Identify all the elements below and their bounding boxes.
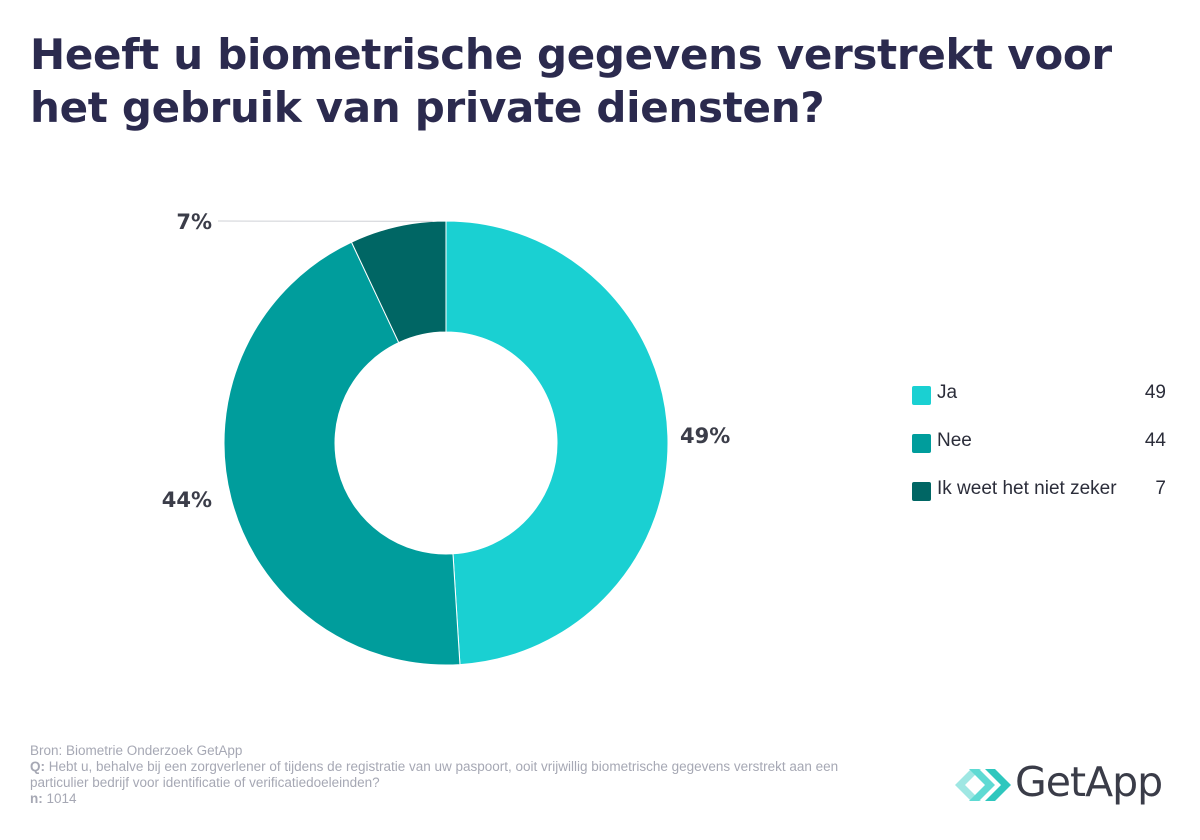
legend-swatch: [912, 434, 931, 453]
question-note: Q: Hebt u, behalve bij een zorgverlener …: [30, 759, 890, 791]
legend-value: 7: [1155, 478, 1166, 499]
value-label-slice-weet-niet: 7%: [176, 210, 212, 234]
sample-size-note: n: 1014: [30, 791, 890, 807]
question-prefix: Q:: [30, 759, 45, 774]
question-text: Hebt u, behalve bij een zorgverlener of …: [30, 759, 839, 790]
legend-value: 49: [1144, 382, 1166, 403]
legend-label: Ja: [937, 382, 958, 403]
legend-swatch: [912, 386, 931, 405]
chart-footer: Bron: Biometrie Onderzoek GetApp Q: Hebt…: [30, 743, 890, 807]
legend-item-ja[interactable]: Ja 49: [912, 380, 1168, 428]
getapp-chevrons-icon: [955, 769, 1011, 801]
value-label-slice-ja: 49%: [680, 424, 730, 448]
legend: Ja 49 Nee 44 Ik weet het niet zeker 7: [912, 380, 1168, 524]
slice-weet-niet[interactable]: [350, 220, 447, 344]
legend-item-weet-niet[interactable]: Ik weet het niet zeker 7: [912, 476, 1168, 524]
source-note: Bron: Biometrie Onderzoek GetApp: [30, 743, 243, 758]
legend-item-nee[interactable]: Nee 44: [912, 428, 1168, 476]
slice-nee[interactable]: [223, 241, 461, 666]
legend-value: 44: [1144, 430, 1166, 451]
chart-title: Heeft u biometrische gegevens verstrekt …: [30, 30, 1112, 132]
legend-swatch: [912, 482, 931, 501]
slice-ja[interactable]: [445, 220, 669, 666]
getapp-logo: GetApp: [955, 758, 1170, 808]
sample-size-value: 1014: [46, 791, 77, 806]
sample-size-prefix: n:: [30, 791, 43, 806]
legend-label: Ik weet het niet zeker: [937, 478, 1117, 499]
logo-text: GetApp: [1015, 758, 1163, 806]
legend-label: Nee: [937, 430, 972, 451]
value-label-slice-nee: 44%: [162, 488, 212, 512]
